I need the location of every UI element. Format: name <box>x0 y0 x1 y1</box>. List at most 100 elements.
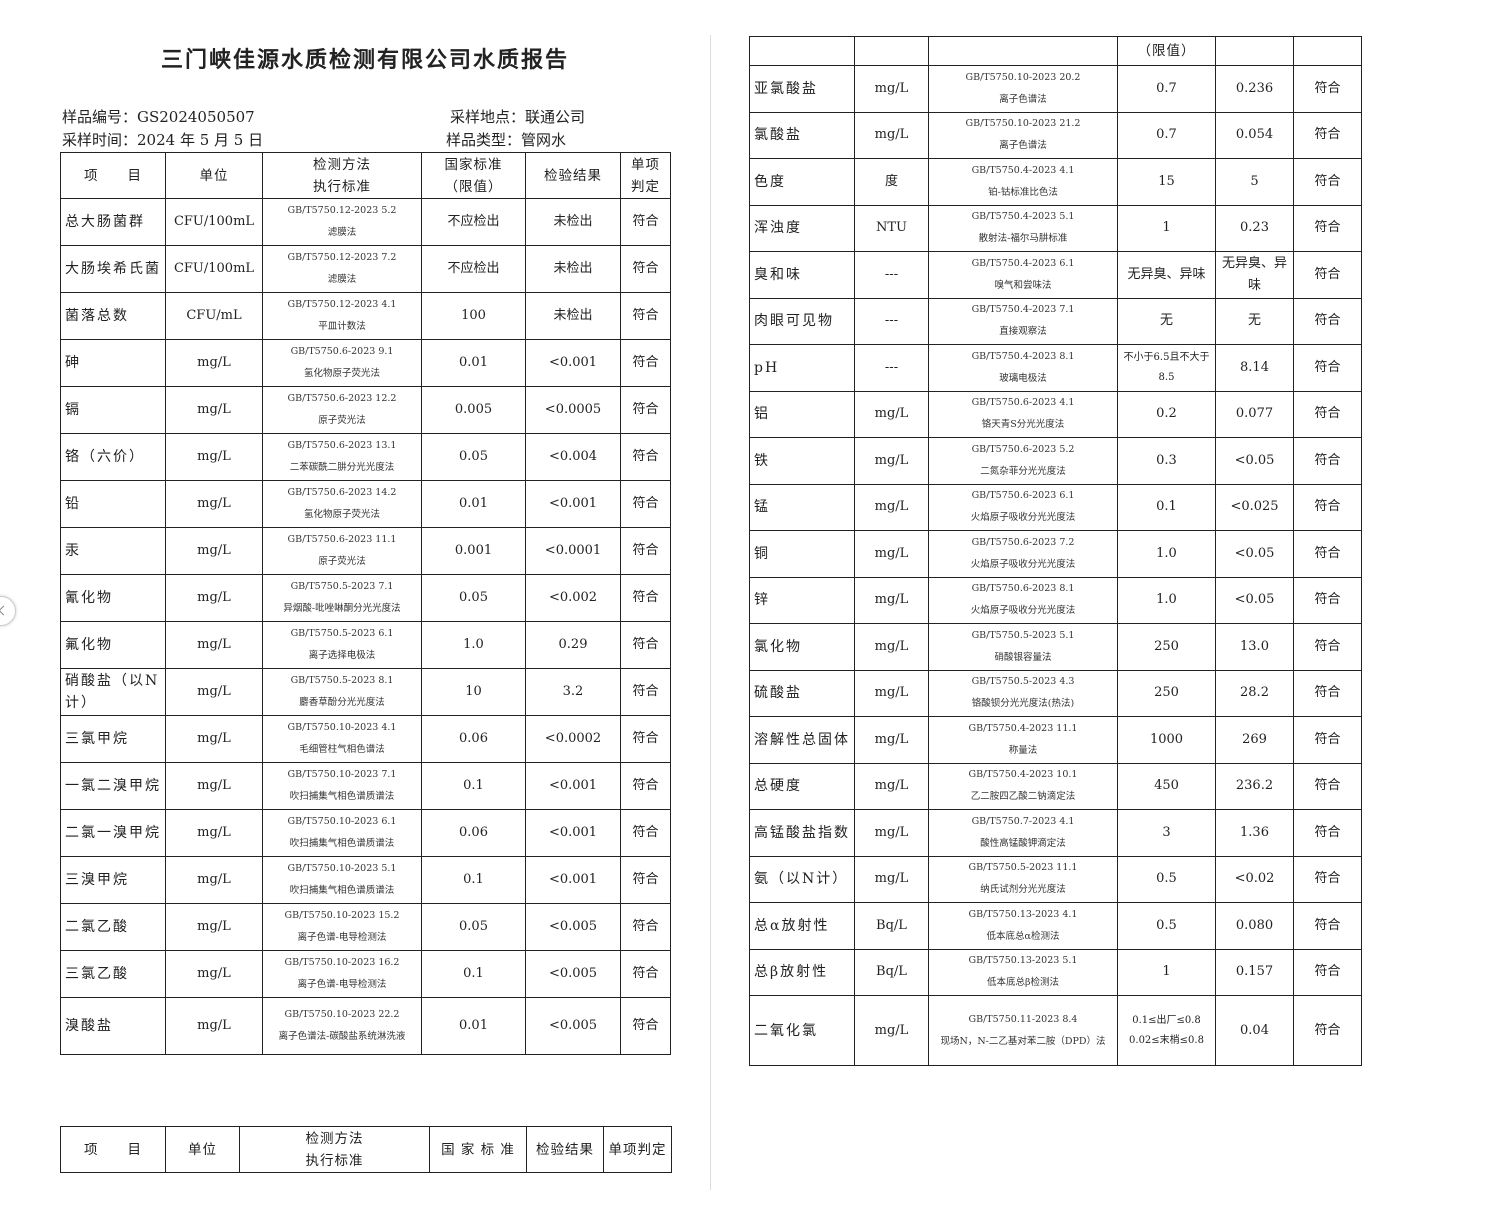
method-standard: GB/T5750.10-2023 16.2 <box>284 957 400 968</box>
method-name: 平皿计数法 <box>318 321 366 332</box>
unit-cell: mg/L <box>854 855 929 903</box>
result-cell: 0.077 <box>1215 390 1294 438</box>
judgment-cell: 符合 <box>1293 158 1362 206</box>
header-method-line2: 执行标准 <box>313 178 371 195</box>
method-standard: GB/T5750.12-2023 5.2 <box>287 205 397 216</box>
judgment-cell: 符合 <box>1293 390 1362 438</box>
judgment-cell: 符合 <box>1293 809 1362 857</box>
table-row: 色度度 GB/T5750.4-2023 4.1 铂-钴标准比色法 15 5 符合 <box>749 158 1362 206</box>
judgment-cell: 符合 <box>1293 297 1362 345</box>
item-cell: 硝酸盐（以N计） <box>60 668 166 716</box>
method-standard: GB/T5750.11-2023 8.4 <box>968 1013 1078 1025</box>
item-cell: 三氯乙酸 <box>60 950 166 998</box>
empty-cell <box>749 36 855 66</box>
right-results-table: （限值） 亚氯酸盐 mg/L GB/T5750.10-2023 20.2 离子色谱法 0… <box>749 36 1362 1066</box>
judgment-cell: 符合 <box>620 856 671 904</box>
limit-cell: 0.1 <box>1117 483 1216 531</box>
report-title: 三门峡佳源水质检测有限公司水质报告 <box>160 47 569 73</box>
method-name: 离子选择电极法 <box>308 650 376 661</box>
method-cell: GB/T5750.10-2023 20.2 离子色谱法 <box>928 65 1118 113</box>
item-cell: 溴酸盐 <box>60 997 166 1055</box>
method-cell: GB/T5750.4-2023 7.1 直接观察法 <box>928 297 1118 345</box>
limit-cell: 0.1 <box>421 856 526 904</box>
result-cell: 13.0 <box>1215 623 1294 671</box>
limit-cell: 450 <box>1117 762 1216 810</box>
method-standard: GB/T5750.4-2023 6.1 <box>971 257 1075 269</box>
limit-cell: 0.01 <box>421 480 526 528</box>
table-row: 总β放射性 Bq/L GB/T5750.13-2023 5.1 低本底总β检测法 1 0.… <box>749 948 1362 996</box>
result-cell: <0.001 <box>525 762 621 810</box>
sample-type: 样品类型：管网水 <box>446 131 567 149</box>
method-name: 离子色谱法-碳酸盐系统淋洗液 <box>278 1031 406 1042</box>
limit-cell: 10 <box>421 668 526 716</box>
method-name: 嗅气和尝味法 <box>994 279 1052 291</box>
unit-cell: mg/L <box>165 480 263 528</box>
result-cell: 0.29 <box>525 621 621 669</box>
unit-cell: mg/L <box>854 762 929 810</box>
table-row: 铬（六价） mg/L GB/T5750.6-2023 13.1 二苯碳酰二肼分光光度法… <box>60 433 671 481</box>
method-name: 火焰原子吸收分光光度法 <box>970 605 1076 617</box>
method-name: 乙二胺四乙酸二钠滴定法 <box>970 791 1076 803</box>
judgment-cell: 符合 <box>620 903 671 951</box>
method-standard: GB/T5750.10-2023 4.1 <box>287 722 397 733</box>
method-name: 低本底总β检测法 <box>987 977 1059 989</box>
judgment-cell: 符合 <box>1293 530 1362 578</box>
table-row: 大肠埃希氏菌 CFU/100mL GB/T5750.12-2023 7.2 滤膜法 不应… <box>60 245 671 293</box>
scroll-left-button[interactable] <box>0 596 16 626</box>
judgment-cell: 符合 <box>1293 855 1362 903</box>
item-cell: 氟化物 <box>60 621 166 669</box>
limit-cell: 0.1≤出厂≤0.8 0.02≤末梢≤0.8 <box>1117 995 1216 1066</box>
unit-cell: mg/L <box>165 856 263 904</box>
result-cell: <0.001 <box>525 856 621 904</box>
table-row: 锌 mg/L GB/T5750.6-2023 8.1 火焰原子吸收分光光度法 1.0 <0… <box>749 576 1362 624</box>
result-cell: 无 <box>1215 297 1294 345</box>
judgment-cell: 符合 <box>1293 251 1362 299</box>
item-cell: 氯酸盐 <box>749 111 855 159</box>
unit-cell: mg/L <box>165 668 263 716</box>
empty-cell <box>1215 36 1294 66</box>
table-row: 溴酸盐 mg/L GB/T5750.10-2023 22.2 离子色谱法-碳酸盐系统淋… <box>60 997 671 1055</box>
method-cell: GB/T5750.4-2023 8.1 玻璃电极法 <box>928 344 1118 392</box>
method-standard: GB/T5750.6-2023 5.2 <box>971 443 1075 455</box>
method-standard: GB/T5750.6-2023 13.1 <box>287 440 397 451</box>
result-cell: 0.236 <box>1215 65 1294 113</box>
method-name: 火焰原子吸收分光光度法 <box>970 558 1076 570</box>
result-cell: <0.025 <box>1215 483 1294 531</box>
limit-cell: 不应检出 <box>421 245 526 293</box>
header-limit-line1: 国家标准 <box>444 156 503 173</box>
method-standard: GB/T5750.10-2023 15.2 <box>284 910 400 921</box>
unit-cell: CFU/100mL <box>165 245 263 293</box>
header-limit: 国家标准 （限值） <box>421 152 526 199</box>
judgment-cell: 符合 <box>1293 204 1362 252</box>
method-name: 离子色谱-电导检测法 <box>297 932 387 943</box>
method-standard: GB/T5750.4-2023 5.1 <box>971 211 1075 223</box>
limit-cell: 0.5 <box>1117 855 1216 903</box>
result-cell: 236.2 <box>1215 762 1294 810</box>
table-header-continuation-row: （限值） <box>749 36 1362 66</box>
table-row: 铜 mg/L GB/T5750.6-2023 7.2 火焰原子吸收分光光度法 1.0 <0… <box>749 530 1362 578</box>
item-cell: 菌落总数 <box>60 292 166 340</box>
limit-cell: 0.3 <box>1117 437 1216 485</box>
result-cell: 0.04 <box>1215 995 1294 1066</box>
table-row: 氯酸盐 mg/L GB/T5750.10-2023 21.2 离子色谱法 0.7 0.05… <box>749 111 1362 159</box>
method-name: 氢化物原子荧光法 <box>303 368 380 379</box>
left-results-table: 项 目 单位 检测方法 执行标准 国家标准 （限值） 检验结果 单项 判定 总大肠菌群… <box>60 152 671 1055</box>
method-standard: GB/T5750.12-2023 7.2 <box>287 252 397 263</box>
item-cell: 氯化物 <box>749 623 855 671</box>
method-standard: GB/T5750.4-2023 7.1 <box>971 304 1075 316</box>
unit-cell: mg/L <box>165 386 263 434</box>
table-row: 总大肠菌群 CFU/100mL GB/T5750.12-2023 5.2 滤膜法 不应检… <box>60 198 671 246</box>
method-standard: GB/T5750.6-2023 9.1 <box>290 346 394 357</box>
limit-cell: 0.1 <box>421 950 526 998</box>
result-cell: 269 <box>1215 716 1294 764</box>
item-cell: 肉眼可见物 <box>749 297 855 345</box>
table-row: 溶解性总固体 mg/L GB/T5750.4-2023 11.1 称量法 1000 269… <box>749 716 1362 764</box>
limit-cell: 1.0 <box>1117 576 1216 624</box>
header-method: 检测方法 执行标准 <box>262 152 422 199</box>
method-name: 二氮杂菲分光光度法 <box>980 465 1066 477</box>
header-limit-line2: （限值） <box>444 178 503 195</box>
method-cell: GB/T5750.6-2023 9.1 氢化物原子荧光法 <box>262 339 422 387</box>
unit-cell: mg/L <box>854 995 929 1066</box>
result-cell: 28.2 <box>1215 669 1294 717</box>
limit-cell: 1000 <box>1117 716 1216 764</box>
